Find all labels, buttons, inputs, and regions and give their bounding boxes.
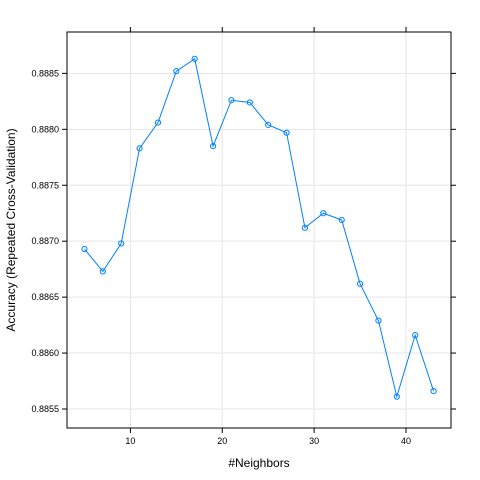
y-tick-label-4: 0.8875 — [31, 180, 59, 190]
y-tick-label-6: 0.8885 — [31, 68, 59, 78]
data-point-11 — [283, 129, 290, 136]
data-point-9 — [246, 99, 253, 106]
data-point-2 — [118, 240, 125, 247]
data-point-4 — [154, 119, 162, 126]
x-tick-label-2: 30 — [309, 436, 319, 446]
axis-ticks: 10 20 30 40 0.8855 0.8860 0.8865 0.8870 0.8875 0.… — [31, 27, 456, 446]
data-point-16 — [375, 317, 382, 324]
x-tick-label-3: 40 — [401, 436, 411, 446]
y-tick-label-1: 0.8860 — [31, 348, 59, 358]
data-point-0 — [81, 245, 88, 253]
y-tick-label-2: 0.8865 — [31, 292, 59, 302]
data-point-5 — [173, 68, 180, 75]
data-point-15 — [356, 280, 364, 287]
y-axis-title: Accuracy (Repeated Cross-Validation) — [4, 128, 18, 331]
grid-lines — [67, 32, 451, 428]
x-tick-label-1: 20 — [217, 436, 227, 446]
y-tick-label-3: 0.8870 — [31, 236, 59, 246]
data-point-8 — [228, 97, 235, 104]
x-axis-title: #Neighbors — [228, 456, 289, 470]
series-line-0 — [84, 58, 435, 399]
data-point-6 — [191, 55, 198, 62]
y-tick-label-0: 0.8855 — [31, 404, 59, 414]
data-point-10 — [265, 121, 272, 128]
data-point-1 — [99, 268, 106, 275]
plot-frame — [66, 31, 452, 429]
data-series — [81, 55, 437, 400]
y-tick-label-5: 0.8880 — [31, 124, 59, 134]
data-point-18 — [412, 332, 419, 339]
data-point-3 — [136, 145, 143, 152]
data-point-19 — [430, 387, 437, 395]
data-point-12 — [301, 224, 309, 231]
data-point-13 — [320, 210, 327, 217]
data-point-14 — [338, 216, 345, 224]
data-point-17 — [393, 393, 400, 400]
data-point-7 — [209, 143, 217, 150]
x-tick-label-0: 10 — [125, 436, 135, 446]
